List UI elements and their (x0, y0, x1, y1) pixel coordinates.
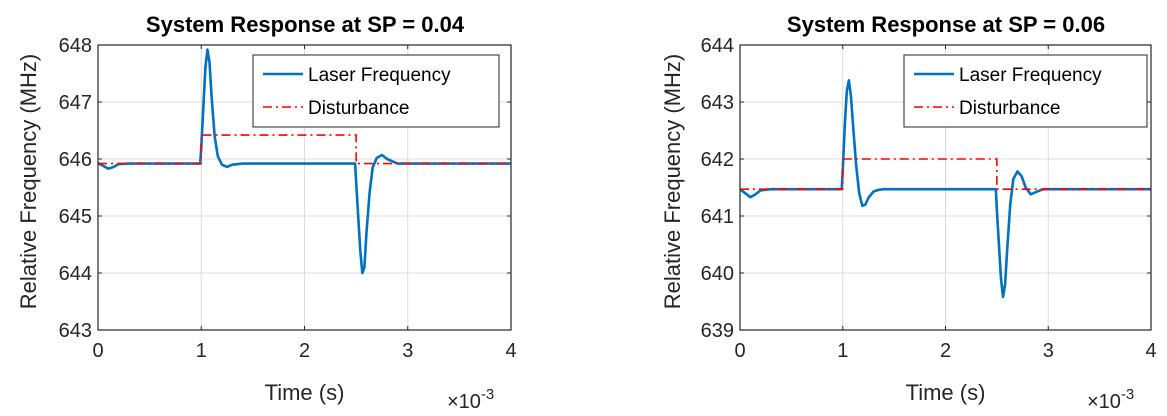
y-tick-label: 642 (701, 149, 734, 171)
x-tick-label: 2 (299, 340, 310, 362)
x-tick-label: 0 (734, 340, 745, 362)
x-tick-label: 3 (402, 340, 413, 362)
x-tick-label: 3 (1043, 340, 1054, 362)
x-axis-label: Time (s) (906, 380, 986, 405)
legend-label: Disturbance (959, 98, 1060, 119)
y-tick-label: 643 (59, 320, 92, 342)
series-line-laser-frequency (740, 79, 1151, 299)
series-line-disturbance (740, 158, 1151, 191)
y-tick-label: 639 (701, 320, 734, 342)
legend-box (252, 54, 500, 128)
chart-title: System Response at SP = 0.06 (787, 12, 1105, 37)
y-tick-label: 640 (701, 263, 734, 285)
y-tick-label: 645 (59, 206, 92, 228)
x-axis-multiplier-exponent: -3 (481, 386, 494, 403)
legend-box (903, 54, 1148, 128)
x-tick-label: 4 (1145, 340, 1156, 362)
y-tick-label: 644 (701, 35, 734, 57)
y-axis-label: Relative Frequency (MHz) (16, 54, 41, 310)
y-tick-label: 646 (59, 149, 92, 171)
x-axis-multiplier: ×10-3 (447, 386, 494, 413)
legend: Laser Frequency Disturbance (252, 54, 500, 128)
x-tick-label: 0 (92, 340, 103, 362)
x-axis-multiplier-exponent: -3 (1121, 386, 1134, 403)
y-tick-label: 644 (59, 263, 92, 285)
y-tick-label: 641 (701, 206, 734, 228)
x-tick-label: 1 (837, 340, 848, 362)
legend-label: Laser Frequency (959, 65, 1102, 86)
legend-label: Disturbance (308, 98, 409, 119)
x-axis-label: Time (s) (265, 380, 345, 405)
y-tick-label: 648 (59, 35, 92, 57)
series-line-laser-frequency (98, 48, 511, 275)
series-line-disturbance (98, 134, 511, 165)
y-tick-label: 643 (701, 92, 734, 114)
chart-title: System Response at SP = 0.04 (146, 12, 465, 37)
legend: Laser Frequency Disturbance (903, 54, 1148, 128)
x-tick-label: 4 (505, 340, 516, 362)
legend-label: Laser Frequency (308, 65, 451, 86)
y-tick-label: 647 (59, 92, 92, 114)
y-axis-label: Relative Frequency (MHz) (660, 54, 685, 310)
x-tick-label: 1 (196, 340, 207, 362)
x-axis-multiplier: ×10-3 (1087, 386, 1134, 413)
x-tick-label: 2 (940, 340, 951, 362)
chart-2: 0 1 2 3 4 639 640 641 642 643 644 System Response a… (660, 12, 1157, 413)
chart-1: 0 1 2 3 4 643 644 645 646 647 648 System Response a… (16, 12, 517, 413)
